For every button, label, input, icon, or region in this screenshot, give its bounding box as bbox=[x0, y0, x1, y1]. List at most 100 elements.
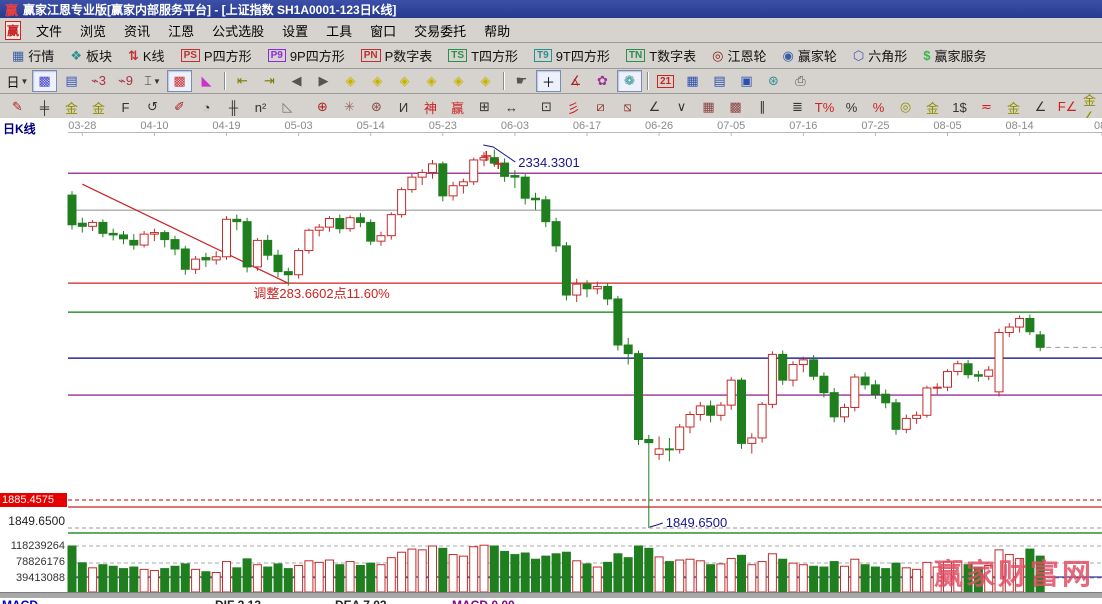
print-button[interactable]: ⎙ bbox=[788, 70, 813, 92]
star-ray-button[interactable]: ✳ bbox=[337, 96, 362, 118]
menu-资讯[interactable]: 资讯 bbox=[124, 23, 151, 39]
square-fan-icon: ⧅ bbox=[623, 99, 632, 114]
menu-交易委托[interactable]: 交易委托 bbox=[414, 23, 467, 39]
next-bar-button[interactable]: ▶ bbox=[311, 70, 336, 92]
menu-江恩[interactable]: 江恩 bbox=[168, 23, 195, 39]
info-panel-button[interactable]: ▤ bbox=[59, 70, 84, 92]
quotes-button[interactable]: ▦ 行情 bbox=[4, 44, 62, 67]
tick-lines-button[interactable]: ╫ bbox=[221, 96, 246, 118]
yellow-diamond-4-button[interactable]: ◈ bbox=[419, 70, 444, 92]
yellow-diamond-5-button[interactable]: ◈ bbox=[446, 70, 471, 92]
yellow-diamond-3-button[interactable]: ◈ bbox=[392, 70, 417, 92]
winner-service-button[interactable]: $ 赢家服务 bbox=[915, 44, 994, 67]
p-number-table-button[interactable]: PN P数字表 bbox=[353, 44, 441, 67]
width-arrows-button[interactable]: ↔ bbox=[499, 96, 524, 118]
spiral-button[interactable]: ↺ bbox=[140, 96, 165, 118]
price-scale-button[interactable]: ≣ bbox=[785, 96, 810, 118]
menu-浏览[interactable]: 浏览 bbox=[80, 23, 107, 39]
gann-wheel-button[interactable]: ◎ 江恩轮 bbox=[704, 44, 774, 67]
9p-square-button[interactable]: P9 9P四方形 bbox=[260, 44, 353, 67]
angle-fan-button[interactable]: ∠ bbox=[642, 96, 667, 118]
angle-line-button[interactable]: ∠ bbox=[1028, 96, 1053, 118]
period-day-dropdown[interactable]: 日 ▼ bbox=[5, 70, 30, 92]
yellow-diamond-2-button[interactable]: ◈ bbox=[365, 70, 390, 92]
chip-pattern-button[interactable]: ▩ bbox=[167, 70, 192, 92]
n2-button[interactable]: n² bbox=[248, 96, 273, 118]
sectors-button[interactable]: ❖ 板块 bbox=[62, 44, 120, 67]
world-clock-button[interactable]: ⊛ bbox=[761, 70, 786, 92]
hlines-button[interactable]: ╪ bbox=[32, 96, 57, 118]
kline-chart[interactable]: 03-28 04-10 04-19 05-03 05-14 05-23 06-03 06-17… bbox=[0, 118, 1102, 592]
boxed-star-button[interactable]: ⊛ bbox=[364, 96, 389, 118]
time-cycle-button[interactable]: ◔ bbox=[194, 96, 219, 118]
v-wave-button[interactable]: ∨ bbox=[669, 96, 694, 118]
percent-button[interactable]: % bbox=[839, 96, 864, 118]
yellow-diamond-6-button[interactable]: ◈ bbox=[473, 70, 498, 92]
hexagon-button[interactable]: ⬡ 六角形 bbox=[845, 44, 915, 67]
circle-gold-button[interactable]: ◎ bbox=[893, 96, 918, 118]
chart-region[interactable]: 03-28 04-10 04-19 05-03 05-14 05-23 06-03 06-17… bbox=[0, 118, 1102, 592]
percent-line-button[interactable]: % bbox=[866, 96, 891, 118]
candle-style-dropdown[interactable]: ⌶ ▼ bbox=[140, 70, 165, 92]
angle-measure-button[interactable]: ∡ bbox=[563, 70, 588, 92]
calculator-button[interactable]: ▦ bbox=[680, 70, 705, 92]
wheel-icon: ◎ bbox=[712, 47, 724, 63]
win-lines-button[interactable]: 赢 bbox=[445, 96, 470, 118]
yellow-diamond-2-icon: ◈ bbox=[372, 73, 383, 88]
wave-9-button[interactable]: ⌁9 bbox=[113, 70, 138, 92]
set-square-button[interactable]: ◺ bbox=[275, 96, 300, 118]
winner-wheel-button[interactable]: ◉ 赢家轮 bbox=[775, 44, 845, 67]
grid-123-button[interactable]: ⊞ bbox=[472, 96, 497, 118]
menu-工具[interactable]: 工具 bbox=[326, 23, 353, 39]
menu-公式选股[interactable]: 公式选股 bbox=[212, 23, 265, 39]
grid-box-button[interactable]: ▦ bbox=[696, 96, 721, 118]
fan-lines-button[interactable]: 彡 bbox=[561, 96, 586, 118]
parallel-lines-button[interactable]: ∥ bbox=[750, 96, 775, 118]
prev-bar-button[interactable]: ◀ bbox=[284, 70, 309, 92]
f-angle-button[interactable]: F∠ bbox=[1055, 96, 1080, 118]
wave-3-button[interactable]: ⌁3 bbox=[86, 70, 111, 92]
gann-target-button[interactable]: ⊕ bbox=[310, 96, 335, 118]
pane-divider[interactable] bbox=[0, 592, 1102, 598]
boxed-fan-button[interactable]: ⧄ bbox=[588, 96, 613, 118]
t-number-table-button[interactable]: TN T数字表 bbox=[618, 44, 704, 67]
square-fan-button[interactable]: ⧅ bbox=[615, 96, 640, 118]
chip-distribution-icon: ▩ bbox=[38, 73, 51, 88]
pan-hand-button[interactable]: ☛ bbox=[509, 70, 534, 92]
t-percent-button[interactable]: T% bbox=[812, 96, 837, 118]
yellow-diamond-1-button[interactable]: ◈ bbox=[338, 70, 363, 92]
gann-brain-button[interactable]: ❁ bbox=[617, 70, 642, 92]
save-button[interactable]: ▣ bbox=[734, 70, 759, 92]
gold-lines-2-button[interactable]: 金 bbox=[86, 96, 111, 118]
calendar-button[interactable]: 21 bbox=[653, 70, 678, 92]
gold-levels-2-button[interactable]: 金 bbox=[1001, 96, 1026, 118]
menu-窗口[interactable]: 窗口 bbox=[370, 23, 397, 39]
gold-levels-button[interactable]: 金 bbox=[920, 96, 945, 118]
first-bar-button[interactable]: ⇤ bbox=[230, 70, 255, 92]
shen-lines-button[interactable]: 神 bbox=[418, 96, 443, 118]
gold-angle-button[interactable]: 金∠ bbox=[1082, 93, 1102, 124]
draw-pen-button[interactable]: ✎ bbox=[5, 96, 30, 118]
menu-设置[interactable]: 设置 bbox=[282, 23, 309, 39]
f-lines-button[interactable]: F bbox=[113, 96, 138, 118]
grid-box-2-button[interactable]: ▩ bbox=[723, 96, 748, 118]
9t-square-button[interactable]: T9 9T四方形 bbox=[526, 44, 618, 67]
t-square-button[interactable]: TS T四方形 bbox=[440, 44, 526, 67]
menu-帮助[interactable]: 帮助 bbox=[484, 23, 511, 39]
p-square-button[interactable]: PS P四方形 bbox=[173, 44, 260, 67]
profile-chart-button[interactable]: ◣ bbox=[194, 70, 219, 92]
menu-文件[interactable]: 文件 bbox=[36, 23, 63, 39]
dollar-updown-button[interactable]: 1$ bbox=[947, 96, 972, 118]
crosshair-button[interactable]: ＋ bbox=[536, 70, 561, 92]
gann-flower-button[interactable]: ✿ bbox=[590, 70, 615, 92]
box-tool-button[interactable]: ⊡ bbox=[534, 96, 559, 118]
gold-lines-1-button[interactable]: 金 bbox=[59, 96, 84, 118]
zigzag-button[interactable]: И bbox=[391, 96, 416, 118]
kline-button[interactable]: ⇅ K线 bbox=[120, 44, 173, 67]
last-bar-button[interactable]: ⇥ bbox=[257, 70, 282, 92]
notes-button[interactable]: ▤ bbox=[707, 70, 732, 92]
chip-distribution-button[interactable]: ▩ bbox=[32, 70, 57, 92]
brush-button[interactable]: ✐ bbox=[167, 96, 192, 118]
gold-lines-1-icon: 金 bbox=[64, 100, 78, 116]
avg-percent-button[interactable]: ≂ bbox=[974, 96, 999, 118]
